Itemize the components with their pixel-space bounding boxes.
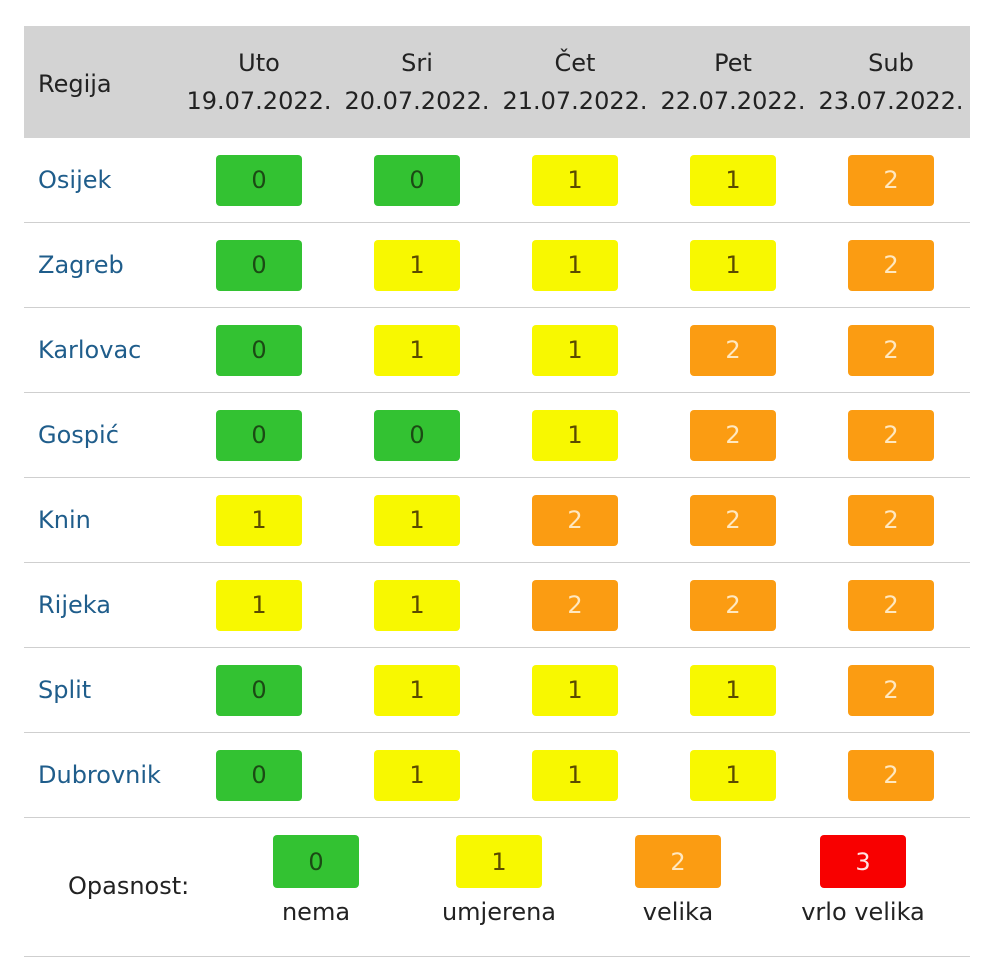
danger-badge: 2	[690, 494, 776, 546]
danger-badge: 1	[374, 324, 460, 376]
danger-badge: 2	[848, 579, 934, 631]
danger-badge: 1	[216, 579, 302, 631]
danger-badge: 2	[690, 324, 776, 376]
danger-badge: 0	[216, 324, 302, 376]
danger-badge: 0	[216, 154, 302, 206]
day-date: 22.07.2022.	[660, 87, 806, 115]
danger-badge: 2	[848, 409, 934, 461]
region-link-dubrovnik[interactable]: Dubrovnik	[38, 761, 161, 789]
danger-badge: 0	[374, 409, 460, 461]
table-row: Dubrovnik 0 1 1 1 2	[24, 733, 970, 818]
danger-badge: 2	[690, 579, 776, 631]
danger-badge: 1	[374, 664, 460, 716]
region-link-zagreb[interactable]: Zagreb	[38, 251, 124, 279]
day-name: Sri	[401, 49, 433, 77]
danger-badge: 0	[216, 409, 302, 461]
legend-badge: 1	[456, 835, 542, 888]
danger-badge: 1	[216, 494, 302, 546]
danger-badge: 2	[848, 324, 934, 376]
danger-badge: 1	[532, 154, 618, 206]
danger-badge: 2	[848, 154, 934, 206]
danger-badge: 1	[374, 494, 460, 546]
danger-badge: 1	[532, 749, 618, 801]
day-name: Uto	[238, 49, 280, 77]
danger-badge: 1	[374, 749, 460, 801]
legend-badge: 0	[273, 835, 359, 888]
table-header: Regija Uto 19.07.2022. Sri 20.07.2022. Č…	[24, 26, 970, 138]
danger-badge: 1	[690, 154, 776, 206]
day-date: 19.07.2022.	[186, 87, 332, 115]
danger-badge: 1	[690, 749, 776, 801]
region-link-gospic[interactable]: Gospić	[38, 421, 119, 449]
day-header-thu: Čet 21.07.2022.	[496, 44, 654, 120]
danger-badge: 2	[848, 239, 934, 291]
day-date: 21.07.2022.	[502, 87, 648, 115]
region-link-rijeka[interactable]: Rijeka	[38, 591, 111, 619]
table-row: Osijek 0 0 1 1 2	[24, 138, 970, 223]
day-date: 20.07.2022.	[344, 87, 490, 115]
danger-badge: 1	[690, 664, 776, 716]
legend-text: vrlo velika	[801, 898, 925, 926]
legend-badge: 3	[820, 835, 906, 888]
danger-badge: 1	[532, 239, 618, 291]
danger-legend: Opasnost: 0 nema 1 umjerena 2 velika 3 v…	[24, 818, 970, 957]
danger-badge: 1	[532, 664, 618, 716]
danger-badge: 1	[532, 324, 618, 376]
legend-item-moderate: 1 umjerena	[419, 835, 579, 926]
region-link-osijek[interactable]: Osijek	[38, 166, 112, 194]
danger-badge: 1	[374, 239, 460, 291]
danger-badge: 1	[374, 579, 460, 631]
legend-item-very-high: 3 vrlo velika	[783, 835, 943, 926]
day-date: 23.07.2022.	[818, 87, 964, 115]
day-header-fri: Pet 22.07.2022.	[654, 44, 812, 120]
day-name: Pet	[714, 49, 752, 77]
legend-text: umjerena	[441, 898, 557, 926]
region-link-karlovac[interactable]: Karlovac	[38, 336, 142, 364]
legend-item-none: 0 nema	[236, 835, 396, 926]
table-row: Karlovac 0 1 1 2 2	[24, 308, 970, 393]
table-row: Knin 1 1 2 2 2	[24, 478, 970, 563]
danger-badge: 1	[532, 409, 618, 461]
danger-badge: 1	[690, 239, 776, 291]
legend-badge: 2	[635, 835, 721, 888]
table-row: Split 0 1 1 1 2	[24, 648, 970, 733]
region-link-split[interactable]: Split	[38, 676, 92, 704]
day-header-tue: Uto 19.07.2022.	[180, 44, 338, 120]
danger-badge: 2	[690, 409, 776, 461]
region-column-header: Regija	[38, 70, 112, 98]
day-name: Čet	[554, 49, 596, 77]
table-row: Zagreb 0 1 1 1 2	[24, 223, 970, 308]
table-row: Rijeka 1 1 2 2 2	[24, 563, 970, 648]
day-header-wed: Sri 20.07.2022.	[338, 44, 496, 120]
legend-text: velika	[642, 898, 714, 926]
danger-badge: 0	[374, 154, 460, 206]
danger-badge: 0	[216, 664, 302, 716]
region-link-knin[interactable]: Knin	[38, 506, 91, 534]
fire-danger-table: Regija Uto 19.07.2022. Sri 20.07.2022. Č…	[24, 26, 970, 957]
danger-badge: 2	[848, 494, 934, 546]
danger-badge: 2	[848, 749, 934, 801]
danger-badge: 2	[848, 664, 934, 716]
legend-text: nema	[281, 898, 351, 926]
danger-badge: 0	[216, 239, 302, 291]
legend-item-high: 2 velika	[598, 835, 758, 926]
table-row: Gospić 0 0 1 2 2	[24, 393, 970, 478]
danger-badge: 0	[216, 749, 302, 801]
day-name: Sub	[868, 49, 914, 77]
danger-badge: 2	[532, 494, 618, 546]
day-header-sat: Sub 23.07.2022.	[812, 44, 970, 120]
legend-label: Opasnost:	[68, 872, 190, 900]
danger-badge: 2	[532, 579, 618, 631]
